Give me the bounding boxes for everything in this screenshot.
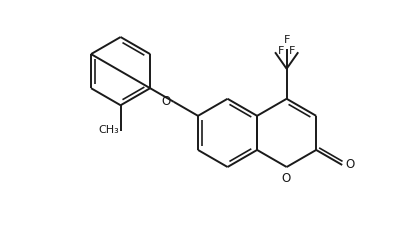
Text: O: O — [345, 158, 354, 172]
Text: CH₃: CH₃ — [98, 125, 119, 135]
Text: F: F — [278, 47, 284, 56]
Text: F: F — [283, 35, 290, 45]
Text: F: F — [289, 47, 296, 56]
Text: O: O — [162, 95, 171, 108]
Text: O: O — [281, 172, 290, 185]
